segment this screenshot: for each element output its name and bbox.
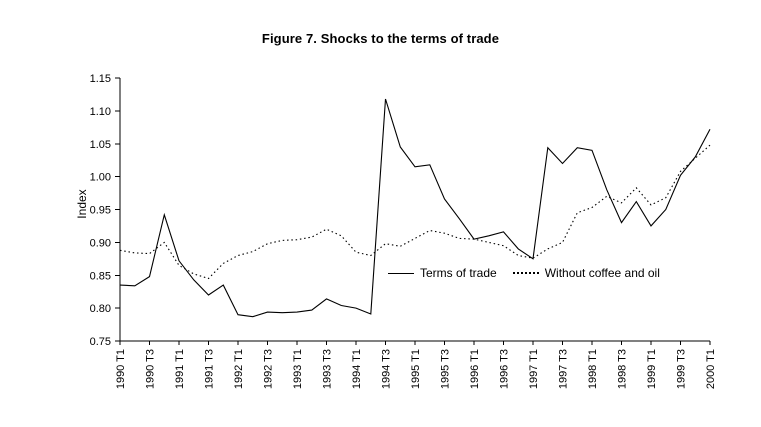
svg-text:1993 T3: 1993 T3 <box>322 349 334 389</box>
svg-text:1995 T3: 1995 T3 <box>440 349 452 389</box>
svg-text:2000 T1: 2000 T1 <box>705 349 717 389</box>
svg-text:1998 T1: 1998 T1 <box>587 349 599 389</box>
svg-text:1997 T3: 1997 T3 <box>558 349 570 389</box>
svg-text:1992 T1: 1992 T1 <box>233 349 245 389</box>
svg-text:1.10: 1.10 <box>90 106 111 118</box>
svg-text:1991 T1: 1991 T1 <box>174 349 186 389</box>
svg-text:0.90: 0.90 <box>90 237 111 249</box>
chart-title: Figure 7. Shocks to the terms of trade <box>261 31 500 46</box>
legend-label-terms-of-trade: Terms of trade <box>420 266 497 280</box>
svg-text:1999 T1: 1999 T1 <box>646 349 658 389</box>
svg-text:1994 T1: 1994 T1 <box>351 349 363 389</box>
svg-text:1996 T1: 1996 T1 <box>469 349 481 389</box>
svg-text:1990 T1: 1990 T1 <box>115 349 127 389</box>
legend: Terms of trade Without coffee and oil <box>388 266 660 280</box>
svg-text:0.95: 0.95 <box>90 205 111 217</box>
svg-text:1.05: 1.05 <box>90 139 111 151</box>
svg-text:1999 T3: 1999 T3 <box>676 349 688 389</box>
svg-text:0.85: 0.85 <box>90 270 111 282</box>
svg-text:1992 T3: 1992 T3 <box>263 349 275 389</box>
legend-label-without-coffee-and-oil: Without coffee and oil <box>544 266 660 280</box>
legend-item-without-coffee-and-oil: Without coffee and oil <box>512 266 660 280</box>
svg-text:1997 T1: 1997 T1 <box>528 349 540 389</box>
svg-text:0.75: 0.75 <box>90 336 111 348</box>
svg-text:1993 T1: 1993 T1 <box>292 349 304 389</box>
svg-text:1994 T3: 1994 T3 <box>381 349 393 389</box>
legend-item-terms-of-trade: Terms of trade <box>388 266 497 280</box>
svg-text:1995 T1: 1995 T1 <box>410 349 422 389</box>
svg-text:1996 T3: 1996 T3 <box>499 349 511 389</box>
svg-text:1990 T3: 1990 T3 <box>145 349 157 389</box>
dotted-line-sample <box>512 272 539 274</box>
svg-text:1.15: 1.15 <box>90 73 111 85</box>
svg-text:1998 T3: 1998 T3 <box>617 349 629 389</box>
svg-text:1.00: 1.00 <box>90 172 111 184</box>
svg-text:1991 T3: 1991 T3 <box>204 349 216 389</box>
svg-text:0.80: 0.80 <box>90 303 111 315</box>
solid-line-sample <box>388 272 414 274</box>
